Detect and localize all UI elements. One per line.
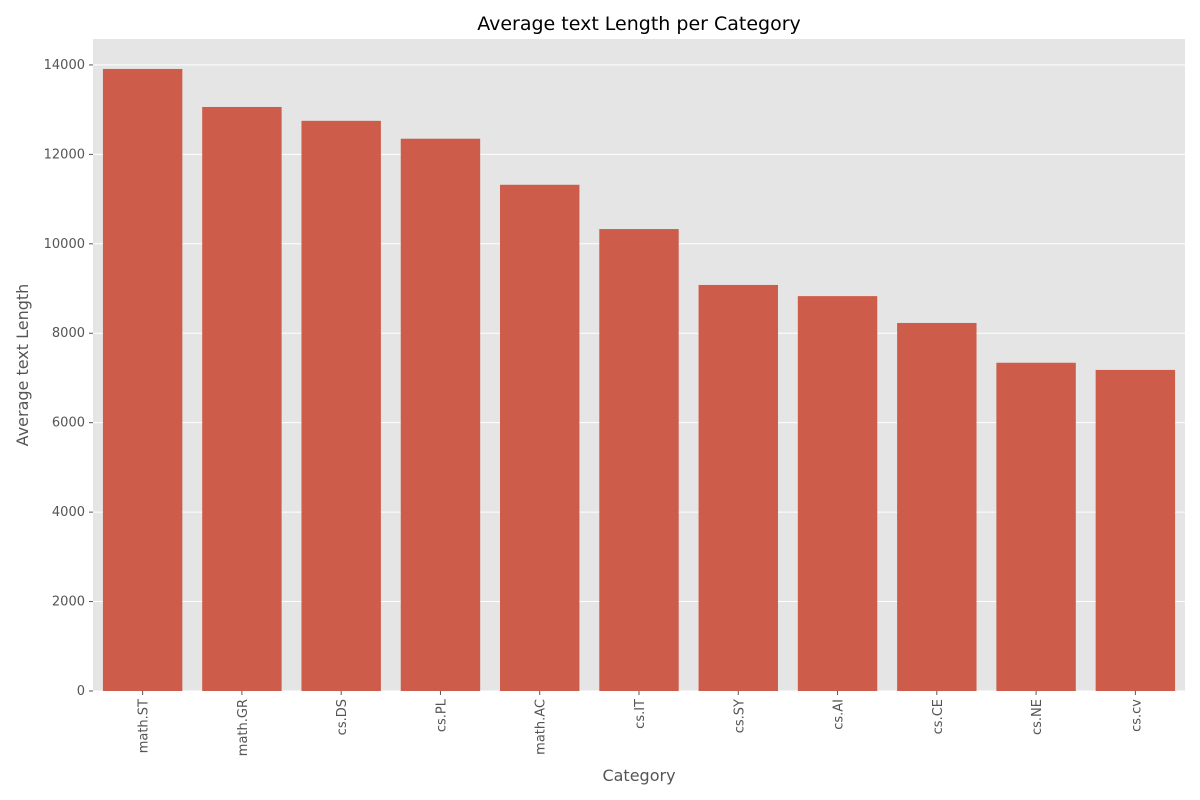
bar — [797, 296, 878, 691]
x-tick-label: math.GR — [236, 699, 251, 756]
chart-title: Average text Length per Category — [477, 13, 801, 35]
bar — [599, 229, 679, 691]
x-tick-label: cs.CE — [931, 699, 946, 734]
x-tick-label: cs.DS — [335, 699, 350, 735]
x-tick-label: cs.PL — [434, 698, 449, 732]
x-tick-label: cs.IT — [633, 699, 648, 729]
bar — [897, 322, 977, 691]
bar — [698, 284, 778, 691]
x-axis-label: Category — [602, 766, 675, 785]
x-tick-label: cs.SY — [732, 699, 747, 733]
y-tick-label: 12000 — [44, 147, 85, 162]
y-axis-label: Average text Length — [13, 284, 32, 447]
y-tick-label: 10000 — [44, 237, 85, 252]
x-tick-label: cs.NE — [1030, 699, 1045, 735]
y-tick-label: 14000 — [44, 58, 85, 73]
y-tick-label: 8000 — [52, 326, 85, 341]
x-tick-label: cs.cv — [1129, 699, 1144, 732]
bar — [500, 184, 580, 691]
bar — [301, 120, 381, 691]
bar — [102, 68, 183, 691]
y-tick-label: 2000 — [52, 595, 85, 610]
bar — [202, 106, 282, 692]
bar — [400, 138, 481, 691]
y-tick-label: 6000 — [52, 416, 85, 431]
x-tick-label: math.ST — [137, 699, 152, 753]
bar — [996, 362, 1076, 691]
x-tick-label: cs.AI — [832, 699, 847, 730]
x-tick-label: math.AC — [534, 699, 549, 755]
y-tick-label: 0 — [77, 684, 85, 699]
bar — [1095, 369, 1176, 691]
y-tick-label: 4000 — [52, 505, 85, 520]
